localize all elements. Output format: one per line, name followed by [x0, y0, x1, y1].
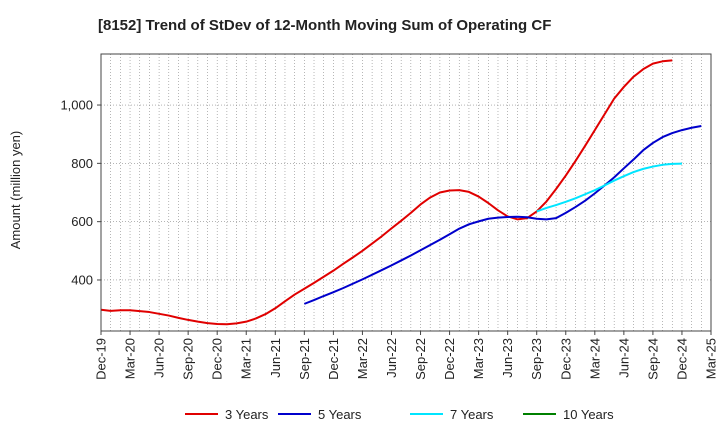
legend-label: 7 Years — [450, 407, 494, 422]
x-tick-label: Mar-21 — [239, 338, 254, 379]
x-tick-label: Jun-21 — [268, 338, 283, 378]
x-tick-label: Sep-24 — [645, 338, 660, 380]
x-tick-labels: Dec-19 Mar-20 Jun-20 Sep-20 Dec-20 Mar-21 Jun-… — [94, 331, 719, 380]
x-tick-label: Sep-20 — [181, 338, 196, 380]
legend-label: 3 Years — [225, 407, 269, 422]
x-tick-label: Sep-21 — [297, 338, 312, 380]
x-tick-label: Sep-23 — [529, 338, 544, 380]
y-tick-labels: 400 600 800 1,000 — [60, 98, 101, 287]
plot-frame — [100, 53, 712, 332]
x-tick-label: Jun-24 — [616, 338, 631, 378]
chart-title: [8152] Trend of StDev of 12-Month Moving… — [98, 17, 551, 34]
x-tick-label: Mar-22 — [355, 338, 370, 379]
x-tick-label: Mar-24 — [587, 338, 602, 379]
y-tick-label: 600 — [71, 214, 93, 229]
x-tick-label: Jun-22 — [384, 338, 399, 378]
y-tick-label: 400 — [71, 272, 93, 287]
y-axis-label: Amount (million yen) — [8, 131, 23, 250]
legend-label: 5 Years — [318, 407, 362, 422]
series-line — [100, 59, 673, 326]
x-tick-label: Jun-23 — [500, 338, 515, 378]
x-tick-label: Mar-20 — [123, 338, 138, 379]
x-tick-label: Jun-20 — [152, 338, 167, 378]
x-tick-label: Mar-23 — [471, 338, 486, 379]
series-line — [303, 125, 702, 305]
grid — [101, 54, 711, 331]
y-tick-label: 800 — [71, 156, 93, 171]
series-lines — [100, 59, 702, 326]
x-tick-label: Dec-22 — [442, 338, 457, 380]
x-tick-label: Dec-20 — [210, 338, 225, 380]
x-tick-label: Dec-21 — [326, 338, 341, 380]
x-tick-label: Mar-25 — [704, 338, 719, 379]
legend-label: 10 Years — [563, 407, 614, 422]
x-tick-label: Dec-24 — [674, 338, 689, 380]
y-tick-label: 1,000 — [60, 98, 93, 113]
legend: 3 Years 5 Years 7 Years 10 Years — [185, 407, 614, 422]
x-tick-label: Sep-22 — [413, 338, 428, 380]
series-line — [536, 162, 682, 213]
x-tick-label: Dec-23 — [558, 338, 573, 380]
x-tick-label: Dec-19 — [94, 338, 109, 380]
